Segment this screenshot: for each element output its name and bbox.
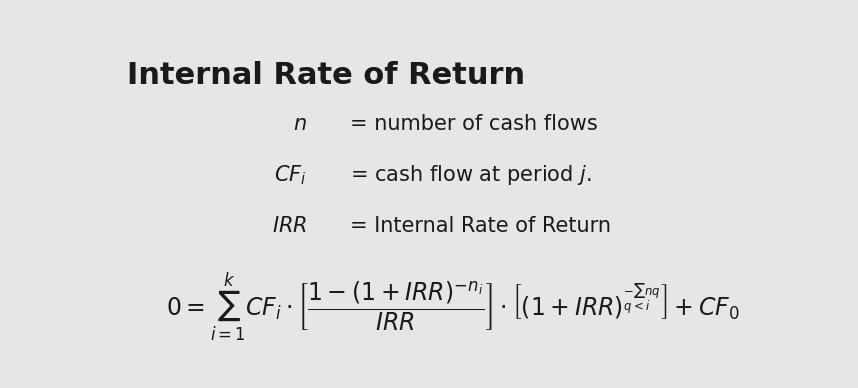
Text: $0 = \sum_{i=1}^{k} \mathit{CF}_i \cdot \left[\dfrac{1-(1+\mathit{IRR})^{-n_i}}{: $0 = \sum_{i=1}^{k} \mathit{CF}_i \cdot … bbox=[166, 270, 740, 343]
Text: = Internal Rate of Return: = Internal Rate of Return bbox=[350, 216, 611, 236]
Text: = cash flow at period $j$.: = cash flow at period $j$. bbox=[350, 163, 592, 187]
Text: Internal Rate of Return: Internal Rate of Return bbox=[127, 61, 525, 90]
Text: $\mathit{CF}_i$: $\mathit{CF}_i$ bbox=[275, 163, 307, 187]
Text: $\mathit{IRR}$: $\mathit{IRR}$ bbox=[271, 216, 307, 236]
Text: = number of cash flows: = number of cash flows bbox=[350, 114, 598, 134]
Text: $n$: $n$ bbox=[293, 114, 307, 134]
